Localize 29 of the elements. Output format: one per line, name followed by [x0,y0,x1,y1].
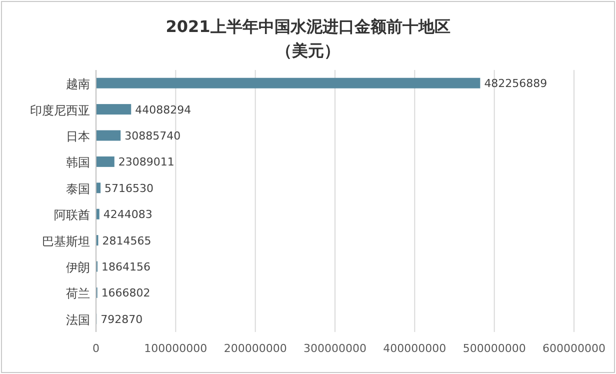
x-tick-label: 600000000 [542,342,606,355]
data-label: 2814565 [102,234,152,248]
data-label: 23089011 [118,156,174,169]
x-tick-label: 500000000 [462,342,526,355]
y-tick-label: 泰国 [66,182,90,196]
y-tick-label: 日本 [66,130,90,144]
y-tick-label: 伊朗 [66,260,90,274]
y-tick-label: 阿联酋 [54,208,90,222]
data-label: 4244083 [103,208,152,222]
y-tick-label: 越南 [66,77,90,92]
x-tick-label: 200000000 [224,342,287,355]
x-tick-label: 100000000 [144,342,208,355]
y-tick-label: 韩国 [66,156,90,170]
y-tick-label: 法国 [66,312,90,327]
y-tick-label: 巴基斯坦 [42,234,90,248]
y-tick-label: 印度尼西亚 [30,103,90,118]
data-label: 30885740 [124,130,181,142]
x-tick-label: 300000000 [304,342,366,355]
data-label: 1864156 [101,260,150,274]
chart-title: 2021上半年中国水泥进口金额前十地区 [166,17,450,36]
x-tick-label: 400000000 [383,342,446,355]
data-label: 482256889 [484,77,548,90]
x-tick-label: 0 [92,342,100,355]
y-tick-label: 荷兰 [66,286,90,301]
data-label: 44088294 [135,103,192,116]
data-label: 5716530 [104,182,154,195]
data-label: 792870 [100,312,143,326]
chart-subtitle: （美元） [276,41,340,60]
data-label: 1666802 [101,286,150,300]
